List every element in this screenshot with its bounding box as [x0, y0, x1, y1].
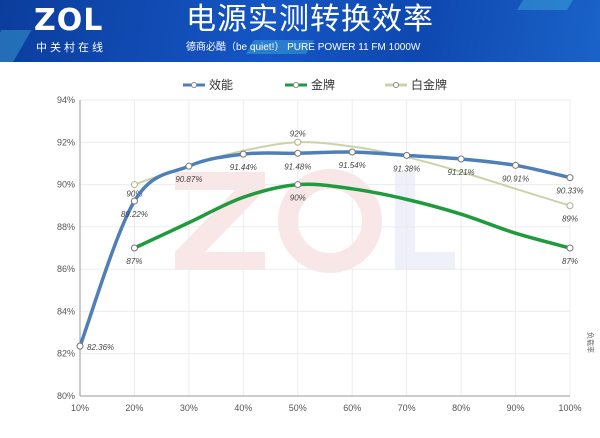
x-tick-label: 70% [398, 403, 416, 413]
data-point [239, 150, 247, 158]
data-label: 91.38% [393, 164, 420, 173]
x-tick-label: 20% [125, 403, 143, 413]
data-point [130, 181, 138, 189]
data-label: 91.54% [339, 161, 366, 170]
data-point [294, 138, 302, 146]
chart-subtitle: 德商必酷（be quiet!） PURE POWER 11 FM 1000W [186, 42, 421, 53]
data-point [130, 244, 138, 252]
y-tick-label: 86% [57, 264, 75, 274]
data-point [130, 197, 138, 205]
data-label: 91.48% [284, 162, 311, 171]
data-label: 91.21% [448, 168, 475, 177]
y-tick-label: 90% [57, 180, 75, 190]
x-axis-label: 负载率 [586, 332, 595, 353]
y-tick-label: 80% [57, 391, 75, 401]
chart-title: 电源实测转换效率 [186, 3, 434, 36]
data-label: 90.87% [175, 175, 202, 184]
y-tick-label: 88% [57, 222, 75, 232]
y-tick-label: 82% [57, 349, 75, 359]
data-point [348, 148, 356, 156]
data-label: 87% [562, 257, 578, 266]
data-point [566, 202, 574, 210]
logo-subtitle: 中关村在线 [36, 42, 106, 54]
data-point [185, 162, 193, 170]
watermark-logo-l [395, 172, 455, 270]
x-tick-label: 100% [558, 403, 581, 413]
legend-label: 效能 [209, 77, 233, 92]
x-tick-label: 90% [507, 403, 525, 413]
data-point [512, 161, 520, 169]
data-point [294, 181, 302, 189]
efficiency-chart: 80% 82% 84% 86% 88% 90% 92% 94% 10% 20% 30% 40% 50% 6… [57, 77, 595, 413]
x-tick-label: 50% [289, 403, 307, 413]
y-tick-label: 84% [57, 306, 75, 316]
data-point [76, 342, 84, 350]
x-tick-label: 10% [71, 403, 89, 413]
x-tick-label: 30% [180, 403, 198, 413]
header-banner: ZOL 中关村在线 电源实测转换效率 德商必酷（be quiet!） PURE … [0, 0, 600, 62]
data-point [294, 149, 302, 157]
data-label: 90% [290, 194, 306, 203]
data-label: 89% [562, 215, 578, 224]
data-label: 91.44% [230, 163, 257, 172]
legend-label: 金牌 [311, 77, 335, 92]
legend-marker [191, 82, 197, 88]
data-label: 90% [126, 190, 142, 199]
x-tick-label: 40% [234, 403, 252, 413]
data-point [566, 174, 574, 182]
y-tick-label: 94% [57, 95, 75, 105]
data-label: 90.33% [556, 187, 583, 196]
data-label: 82.36% [87, 343, 114, 352]
watermark-logo-o [278, 169, 382, 273]
data-point [457, 155, 465, 163]
data-label: 87% [126, 257, 142, 266]
data-label: 89.22% [121, 210, 148, 219]
y-tick-label: 92% [57, 137, 75, 147]
legend-label: 白金牌 [411, 77, 447, 92]
legend-marker [293, 82, 299, 88]
data-point [403, 151, 411, 159]
data-point [566, 244, 574, 252]
legend-marker [393, 82, 399, 88]
series-line-1 [133, 182, 571, 250]
x-tick-label: 80% [452, 403, 470, 413]
data-label: 90.91% [502, 174, 529, 183]
x-tick-label: 60% [343, 403, 361, 413]
zol-logo: ZOL [34, 3, 104, 38]
data-label: 92% [290, 129, 306, 138]
